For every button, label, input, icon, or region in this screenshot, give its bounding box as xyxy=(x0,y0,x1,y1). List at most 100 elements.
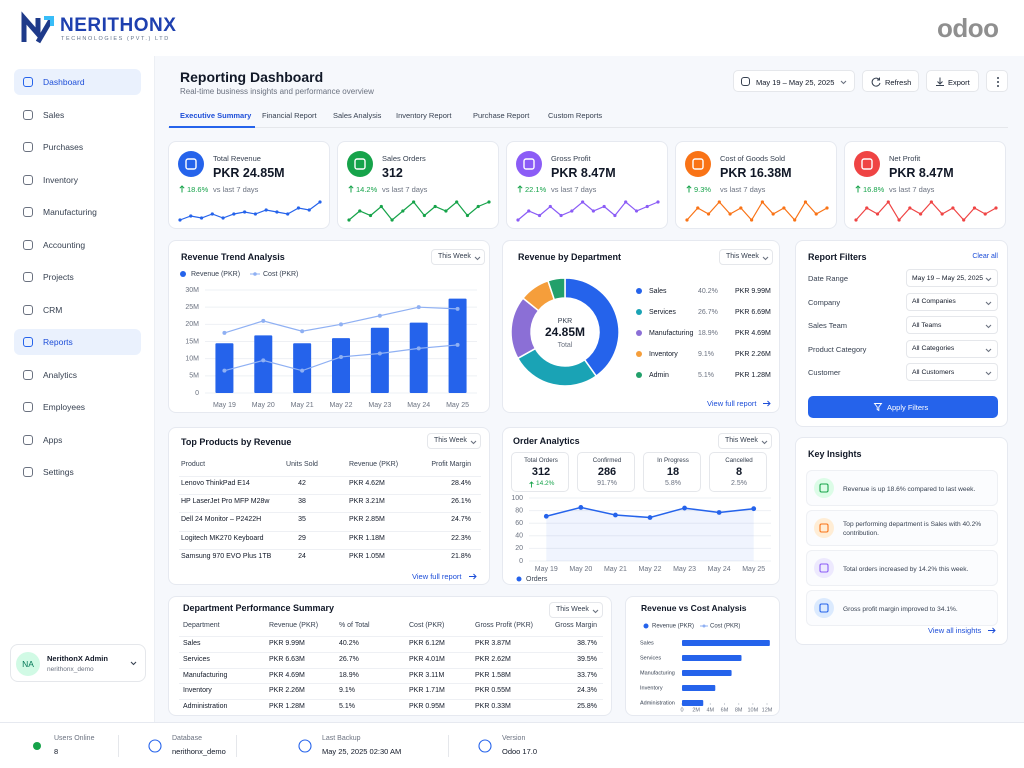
view-full-report-link[interactable]: View full report xyxy=(412,572,462,581)
table-row-divider xyxy=(179,476,481,477)
x-tick-label: May 25 xyxy=(446,402,469,409)
icon xyxy=(23,239,33,250)
nav-item[interactable]: Analytics xyxy=(14,362,141,388)
nav-item[interactable]: Reports xyxy=(14,329,141,355)
line-point xyxy=(261,318,266,323)
kpi-label: Net Profit xyxy=(889,154,921,163)
table-cell: 38 xyxy=(298,498,306,506)
apply-filters-button[interactable]: Apply Filters xyxy=(808,396,998,418)
sparkline-line xyxy=(855,200,997,222)
period-dropdown[interactable]: This Week xyxy=(427,433,481,449)
filter-select[interactable]: May 19 – May 25, 2025 xyxy=(906,269,998,287)
icon xyxy=(23,337,33,347)
nav-item[interactable]: Inventory xyxy=(14,167,141,193)
up-arrow-icon xyxy=(517,185,523,193)
nav-label: CRM xyxy=(43,304,63,315)
nav-item[interactable]: Apps xyxy=(14,427,141,453)
clear-all-link[interactable]: Clear all xyxy=(972,253,998,260)
logo-mark xyxy=(44,16,54,26)
date-range-button[interactable]: May 19 – May 25, 2025 xyxy=(733,70,855,92)
icon xyxy=(23,207,33,217)
kpi-icon xyxy=(516,151,542,177)
nav-item[interactable]: Purchases xyxy=(14,134,141,160)
revenue-vs-cost-chart: Revenue (PKR) Cost (PKR) 0 2M 4M 6M 8M 10M 12M Sa… xyxy=(640,623,773,713)
table-cell: 39.5% xyxy=(577,655,597,663)
period-dropdown[interactable]: This Week xyxy=(719,249,773,265)
sparkline-point xyxy=(886,200,890,204)
sparkline-line xyxy=(517,201,659,221)
line-point xyxy=(613,512,618,518)
view-full-report-link[interactable]: View full report xyxy=(707,399,757,408)
insight-text: Revenue is up 18.6% compared to last wee… xyxy=(843,485,976,493)
sparkline-point xyxy=(178,218,182,222)
nav-item[interactable]: Manufacturing xyxy=(14,199,141,225)
legend-swatch xyxy=(516,576,522,582)
legend-label: Manufacturing xyxy=(649,330,693,337)
nav-item[interactable]: Accounting xyxy=(14,232,141,258)
donut-slice xyxy=(564,277,620,378)
insight-item: Total orders increased by 14.2% this wee… xyxy=(806,550,998,586)
sparkline-point xyxy=(527,209,531,213)
filter-select[interactable]: All Categories xyxy=(906,339,998,358)
revenue-by-department-card: Revenue by Department This Week PKR 24.85M T… xyxy=(502,240,780,413)
export-button[interactable]: Export xyxy=(926,70,979,92)
nav-item[interactable]: Dashboard xyxy=(14,69,141,95)
icon xyxy=(23,434,33,445)
filter-select[interactable]: All Companies xyxy=(906,292,998,311)
nav-item[interactable]: Settings xyxy=(14,459,141,485)
legend-swatch xyxy=(702,624,706,628)
tab[interactable]: Custom Reports xyxy=(548,111,603,120)
sparkline-point xyxy=(347,218,351,222)
refresh-button[interactable]: Refresh xyxy=(862,70,919,92)
stat-box: Total Orders 312 14.2% xyxy=(511,452,569,492)
legend-label: Orders xyxy=(526,576,548,583)
more-button[interactable] xyxy=(986,70,1008,92)
sparkline-point xyxy=(760,200,764,204)
card-title: Revenue by Department xyxy=(518,252,622,262)
period-dropdown[interactable]: This Week xyxy=(549,602,603,618)
tab[interactable]: Sales Analysis xyxy=(333,111,382,120)
user-card[interactable]: NA NerithonX Admin nerithonx_demo xyxy=(10,644,146,682)
x-tick-label: May 23 xyxy=(673,566,696,573)
filter-select[interactable]: All Teams xyxy=(906,316,998,334)
icon xyxy=(23,109,33,120)
legend-amount: PKR 1.28M xyxy=(735,372,771,379)
stat-box: In Progress 18 5.8% xyxy=(643,452,701,492)
sparkline-point xyxy=(476,204,480,209)
donut-slice xyxy=(516,347,598,387)
header: NERITHONX TECHNOLOGIES (PVT.) LTD odoo xyxy=(0,0,1024,56)
kpi-icon xyxy=(692,158,704,170)
period-dropdown[interactable]: This Week xyxy=(431,249,485,265)
tab[interactable]: Purchase Report xyxy=(473,111,530,120)
sparkline-point xyxy=(455,200,459,204)
y-tick-label: 80 xyxy=(515,507,523,514)
filter-select[interactable]: All Customers xyxy=(906,363,998,381)
kpi-change: 22.1% xyxy=(525,185,547,194)
table-row-divider xyxy=(179,548,481,550)
table-cell: PKR 3.87M xyxy=(475,640,511,647)
insight-text: Total orders increased by 14.2% this wee… xyxy=(843,565,969,573)
view-all-insights-link[interactable]: View all insights xyxy=(928,626,982,635)
card-title: Department Performance Summary xyxy=(183,603,335,613)
sparkline-point xyxy=(390,218,394,222)
nav-item[interactable]: Sales xyxy=(14,102,141,128)
tabs-divider xyxy=(168,127,1008,128)
bar xyxy=(215,343,234,393)
card-title: Top Products by Revenue xyxy=(181,437,292,447)
nav-item[interactable]: Employees xyxy=(14,394,141,420)
tab[interactable]: Executive Summary xyxy=(180,111,252,120)
period-dropdown[interactable]: This Week xyxy=(718,433,772,449)
icon xyxy=(741,77,750,86)
sparkline-point xyxy=(253,212,257,216)
table-cell: 26.1% xyxy=(451,498,471,506)
kpi-value: 312 xyxy=(382,166,403,180)
nav-label: Employees xyxy=(43,402,86,412)
table-header: Units Sold xyxy=(286,461,318,468)
nav-item[interactable]: Projects xyxy=(14,264,141,290)
legend-percent: 40.2% xyxy=(698,288,718,295)
nav-item[interactable]: CRM xyxy=(14,297,141,323)
tab[interactable]: Financial Report xyxy=(262,111,317,120)
line-point xyxy=(416,305,421,310)
tab[interactable]: Inventory Report xyxy=(396,111,452,120)
